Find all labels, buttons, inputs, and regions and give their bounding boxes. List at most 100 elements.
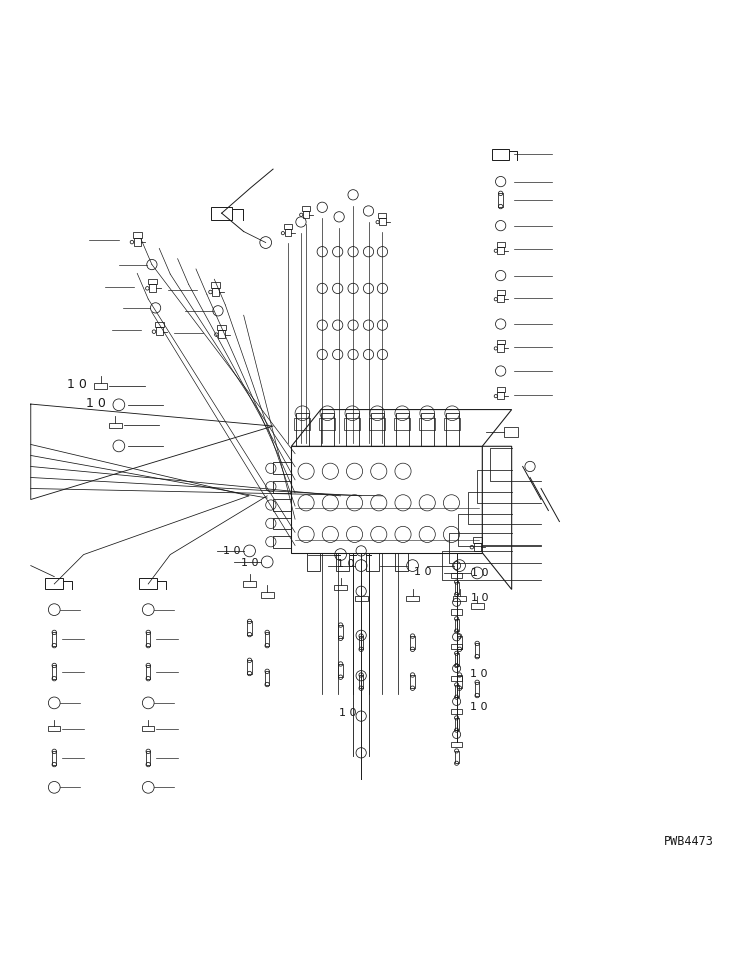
Bar <box>458 675 462 689</box>
Bar <box>380 219 385 226</box>
Bar <box>455 583 458 595</box>
Bar <box>243 582 256 587</box>
Bar <box>265 633 270 645</box>
Bar <box>338 664 343 678</box>
Bar <box>455 718 458 731</box>
Bar <box>146 666 150 679</box>
Bar <box>453 597 466 601</box>
Text: PWB4473: PWB4473 <box>664 834 713 847</box>
Bar <box>359 637 363 649</box>
Bar <box>291 447 482 554</box>
Bar <box>52 751 57 765</box>
Bar <box>475 644 479 657</box>
Bar <box>346 414 359 447</box>
Bar <box>492 151 509 160</box>
Bar <box>497 345 504 352</box>
Bar <box>273 536 291 548</box>
Bar <box>218 331 226 338</box>
Bar <box>395 554 408 571</box>
Bar <box>294 419 310 430</box>
Bar <box>504 427 517 438</box>
Bar <box>371 414 384 447</box>
Bar <box>366 554 379 571</box>
Bar <box>212 289 220 296</box>
Bar <box>212 283 220 289</box>
Bar <box>319 419 335 430</box>
Bar <box>451 709 462 714</box>
Text: 1 0: 1 0 <box>469 701 487 711</box>
Bar <box>142 727 154 732</box>
Bar <box>273 500 291 511</box>
Bar <box>52 633 57 645</box>
Bar <box>273 518 291 530</box>
Bar <box>94 383 107 389</box>
Text: 1 0: 1 0 <box>68 378 88 391</box>
Bar <box>248 660 252 674</box>
Bar <box>474 543 481 552</box>
Bar <box>411 637 415 649</box>
Bar <box>497 340 505 345</box>
Bar <box>146 751 150 765</box>
Bar <box>155 323 164 328</box>
Bar <box>455 686 458 697</box>
Bar <box>359 675 363 689</box>
Bar <box>446 414 459 447</box>
Bar <box>396 414 409 447</box>
Bar <box>109 423 122 428</box>
Bar <box>148 280 157 285</box>
Bar <box>498 195 503 207</box>
Bar <box>451 573 462 578</box>
Bar <box>265 672 270 685</box>
Text: 1 0: 1 0 <box>223 546 240 556</box>
Bar <box>497 388 505 393</box>
Bar <box>419 419 436 430</box>
Polygon shape <box>291 410 511 447</box>
Bar <box>273 463 291 474</box>
Bar <box>451 645 462 649</box>
Text: 1 0: 1 0 <box>471 567 489 578</box>
Bar <box>458 637 462 649</box>
Bar <box>321 414 334 447</box>
Bar <box>303 211 310 219</box>
Bar <box>455 619 458 632</box>
Bar <box>497 243 505 247</box>
Bar <box>296 414 309 447</box>
Bar <box>471 603 483 609</box>
Bar <box>133 233 142 239</box>
Bar <box>451 676 462 681</box>
Text: 1 0: 1 0 <box>414 566 432 576</box>
Bar <box>455 751 458 764</box>
Bar <box>497 296 504 303</box>
Bar <box>146 633 150 645</box>
Bar <box>46 579 63 590</box>
Bar <box>261 593 273 599</box>
Bar <box>273 481 291 493</box>
Bar <box>217 326 226 331</box>
Bar <box>394 419 411 430</box>
Bar <box>451 742 462 747</box>
Bar <box>248 622 252 635</box>
Bar <box>378 214 386 219</box>
Bar <box>139 579 157 590</box>
Bar <box>497 393 504 400</box>
Bar <box>211 207 232 221</box>
Bar <box>133 239 141 246</box>
Bar <box>284 230 291 237</box>
Bar <box>307 554 320 571</box>
Bar <box>334 585 347 591</box>
Bar <box>284 225 292 230</box>
Text: 1 0: 1 0 <box>337 558 354 568</box>
Bar <box>472 538 481 543</box>
Bar <box>354 597 368 601</box>
Bar <box>302 206 310 211</box>
Bar <box>497 291 505 296</box>
Bar <box>455 653 458 666</box>
Bar <box>406 597 419 601</box>
Text: 1 0: 1 0 <box>85 397 105 410</box>
Bar <box>444 419 461 430</box>
Bar <box>156 328 163 335</box>
Bar <box>49 727 60 732</box>
Bar <box>411 675 415 689</box>
Text: 1 0: 1 0 <box>469 668 487 678</box>
Text: 1 0: 1 0 <box>471 593 489 602</box>
